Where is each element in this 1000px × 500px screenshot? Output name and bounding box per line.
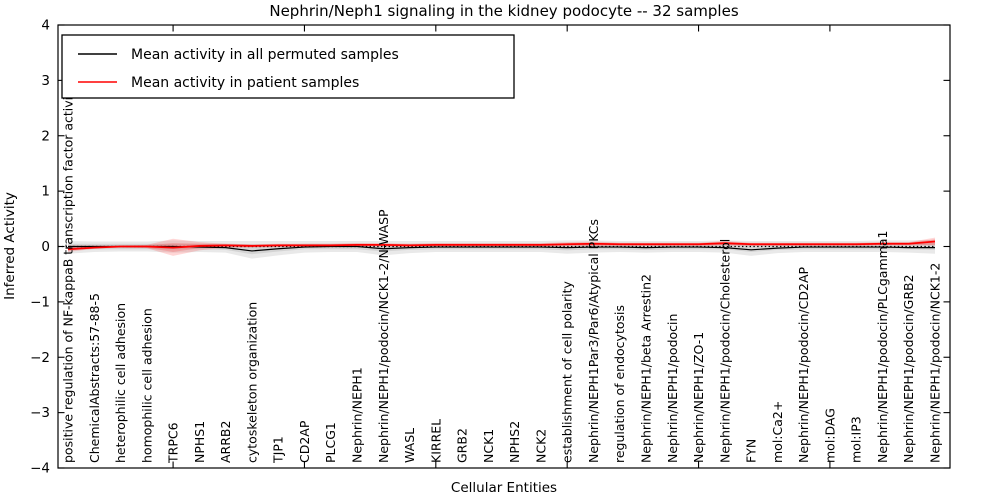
x-tick-label: Nephrin/NEPH1/podocin bbox=[665, 314, 680, 463]
x-tick-label: FYN bbox=[744, 439, 759, 463]
patient-band-outer bbox=[68, 237, 935, 256]
permuted-mean-line bbox=[68, 245, 935, 252]
x-tick-label: KIRREL bbox=[428, 419, 443, 463]
x-axis-label: Cellular Entities bbox=[451, 480, 557, 496]
x-tick-label: TJP1 bbox=[271, 436, 286, 464]
x-tick-label: NPHS2 bbox=[507, 421, 522, 463]
x-tick-label: TRPC6 bbox=[166, 422, 181, 464]
x-tick-label: NCK1 bbox=[481, 429, 496, 463]
y-tick-label: −4 bbox=[30, 461, 50, 477]
x-tick-label: Nephrin/NEPH1/podocin/CD2AP bbox=[796, 267, 811, 463]
x-tick-label: mol:Ca2+ bbox=[770, 401, 785, 463]
x-tick-label: establishment of cell polarity bbox=[560, 281, 575, 463]
y-tick-label: 0 bbox=[41, 239, 50, 255]
x-tick-label: WASL bbox=[402, 428, 417, 463]
legend: Mean activity in all permuted samples Me… bbox=[61, 34, 515, 99]
x-tick-label: ARRB2 bbox=[218, 421, 233, 463]
x-tick-label: Nephrin/NEPH1/podocin/NCK1-2 bbox=[928, 263, 943, 463]
x-tick-label: Nephrin/NEPH1/beta Arrestin2 bbox=[639, 274, 654, 463]
x-tick-label: positive regulation of NF-kappaB transcr… bbox=[61, 84, 76, 463]
x-tick-label: mol:IP3 bbox=[849, 416, 864, 463]
x-tick-label: heterophilic cell adhesion bbox=[113, 303, 128, 463]
patient-mean-line bbox=[67, 240, 936, 251]
x-tick-label: ChemicalAbstracts:57-88-5 bbox=[87, 293, 102, 463]
x-tick-label: Nephrin/NEPH1/podocin/Cholesterol bbox=[717, 239, 732, 463]
x-tick-label: cytoskeleton organization bbox=[244, 302, 259, 463]
y-tick-label: 3 bbox=[41, 73, 50, 89]
x-tick-label: CD2AP bbox=[297, 420, 312, 463]
legend-label-patient: Mean activity in patient samples bbox=[131, 75, 359, 91]
y-tick-label: −3 bbox=[30, 405, 50, 421]
y-axis-label: Inferred Activity bbox=[2, 192, 18, 300]
x-tick-label: Nephrin/NEPH1/podocin/PLCgamma1 bbox=[875, 231, 890, 463]
legend-box bbox=[61, 34, 515, 99]
plot-area: positive regulation of NF-kappaB transcr… bbox=[30, 18, 951, 477]
x-tick-label: homophilic cell adhesion bbox=[139, 308, 154, 463]
x-tick-label: PLCG1 bbox=[323, 422, 338, 463]
x-tick-label: NCK2 bbox=[533, 429, 548, 463]
x-tick-label: Nephrin/NEPH1/podocin/NCK1-2/N-WASP bbox=[376, 209, 391, 463]
x-tick-label: Nephrin/NEPH1Par3/Par6/Atypical PKCs bbox=[586, 219, 601, 463]
x-tick-label: mol:DAG bbox=[822, 408, 837, 463]
x-tick-label: Nephrin/NEPH1 bbox=[350, 367, 365, 463]
y-tick-label: −1 bbox=[30, 294, 50, 310]
x-tick-label: Nephrin/NEPH1/ZO-1 bbox=[691, 332, 706, 463]
y-tick-label: 2 bbox=[41, 128, 50, 144]
legend-label-permuted: Mean activity in all permuted samples bbox=[131, 47, 399, 63]
x-tick-label: Nephrin/NEPH1/podocin/GRB2 bbox=[901, 274, 916, 463]
y-tick-label: −2 bbox=[30, 350, 50, 366]
x-tick-label: NPHS1 bbox=[192, 421, 207, 463]
x-tick-label: regulation of endocytosis bbox=[612, 305, 627, 463]
y-tick-label: 4 bbox=[41, 18, 50, 34]
chart-title: Nephrin/Neph1 signaling in the kidney po… bbox=[269, 2, 738, 20]
y-tick-label: 1 bbox=[41, 184, 50, 200]
x-tick-label: GRB2 bbox=[455, 428, 470, 463]
